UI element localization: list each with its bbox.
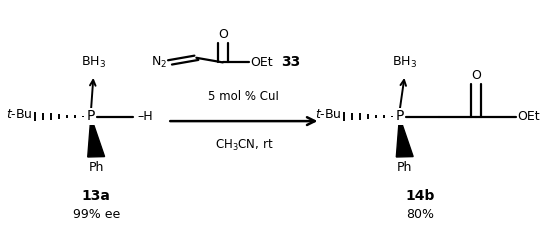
Text: –H: –H — [137, 110, 153, 123]
Text: 14b: 14b — [406, 189, 435, 203]
Text: BH$_3$: BH$_3$ — [81, 55, 106, 70]
Text: CH$_3$CN, rt: CH$_3$CN, rt — [215, 138, 273, 153]
Text: O: O — [471, 69, 481, 82]
Text: N$_2$: N$_2$ — [152, 55, 167, 70]
Text: 33: 33 — [281, 55, 300, 69]
Text: Ph: Ph — [397, 161, 413, 174]
Polygon shape — [88, 116, 105, 157]
Text: 99% ee: 99% ee — [72, 208, 120, 221]
Text: 13a: 13a — [82, 189, 111, 203]
Text: O: O — [218, 27, 228, 41]
Text: BH$_3$: BH$_3$ — [392, 55, 417, 70]
Text: OEt: OEt — [517, 110, 540, 123]
Text: OEt: OEt — [251, 56, 274, 69]
Text: 5 mol % CuI: 5 mol % CuI — [208, 90, 279, 103]
Polygon shape — [396, 116, 413, 157]
Text: $t$-Bu: $t$-Bu — [6, 108, 33, 121]
Text: P: P — [395, 110, 404, 123]
Text: $t$-Bu: $t$-Bu — [314, 108, 341, 121]
Text: 80%: 80% — [407, 208, 434, 221]
Text: P: P — [87, 110, 95, 123]
Text: Ph: Ph — [88, 161, 104, 174]
